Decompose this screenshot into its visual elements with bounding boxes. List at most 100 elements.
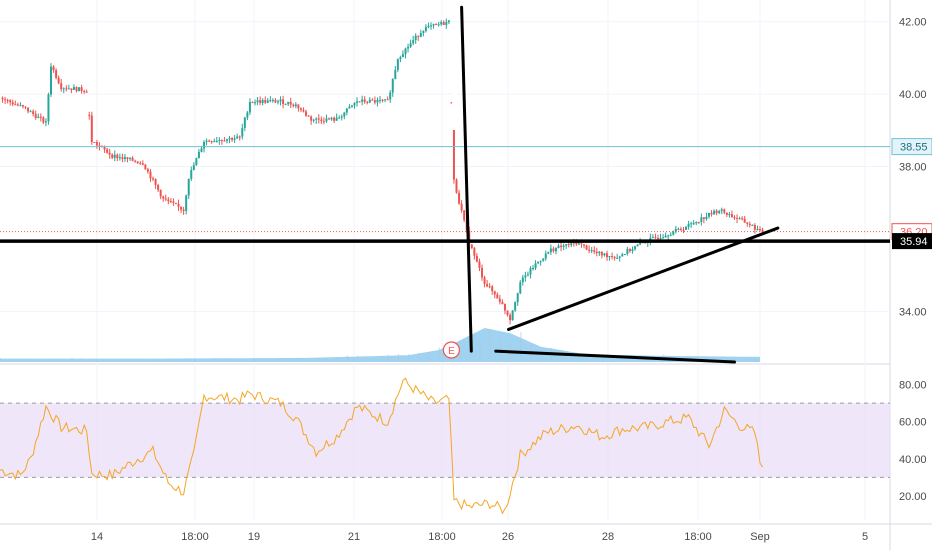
candle-body[interactable] (358, 101, 361, 103)
candle-body[interactable] (116, 154, 119, 159)
candle-body[interactable] (506, 310, 509, 315)
candle-body[interactable] (611, 255, 614, 257)
candle-body[interactable] (435, 24, 438, 26)
candle-body[interactable] (154, 179, 157, 185)
candle-body[interactable] (521, 277, 524, 283)
candle-body[interactable] (511, 310, 514, 321)
candle-body[interactable] (424, 27, 427, 32)
candle-body[interactable] (113, 154, 116, 158)
candle-body[interactable] (481, 267, 484, 278)
candle-body[interactable] (98, 145, 101, 147)
candle-body[interactable] (588, 249, 591, 251)
candle-body[interactable] (498, 298, 501, 302)
candle-body[interactable] (720, 209, 723, 211)
candle-body[interactable] (552, 248, 555, 252)
candle-body[interactable] (108, 152, 111, 155)
candle-body[interactable] (445, 22, 448, 25)
candle-body[interactable] (677, 228, 680, 230)
candle-body[interactable] (376, 99, 379, 103)
candle-body[interactable] (322, 121, 325, 123)
candle-body[interactable] (50, 66, 53, 95)
candle-body[interactable] (621, 254, 624, 257)
candle-body[interactable] (27, 107, 30, 112)
candle-body[interactable] (287, 101, 290, 104)
candle-body[interactable] (659, 237, 662, 239)
candle-body[interactable] (736, 217, 739, 219)
candle-body[interactable] (159, 189, 162, 197)
candle-body[interactable] (241, 127, 244, 137)
candle-body[interactable] (695, 221, 698, 224)
candle-body[interactable] (57, 77, 60, 84)
candle-body[interactable] (715, 210, 718, 214)
candle-body[interactable] (440, 22, 443, 25)
candle-body[interactable] (236, 136, 239, 139)
candle-body[interactable] (463, 210, 466, 221)
candle-body[interactable] (651, 237, 654, 239)
candle-body[interactable] (503, 304, 506, 311)
candle-body[interactable] (325, 118, 328, 122)
candle-body[interactable] (751, 224, 754, 226)
candle-body[interactable] (756, 228, 759, 230)
candle-body[interactable] (570, 242, 573, 246)
candle-body[interactable] (544, 253, 547, 259)
candle-body[interactable] (631, 249, 634, 252)
candle-body[interactable] (256, 100, 259, 103)
candle-body[interactable] (741, 218, 744, 220)
candle-body[interactable] (759, 228, 761, 230)
candle-body[interactable] (205, 140, 208, 143)
candle-body[interactable] (669, 234, 672, 236)
candle-body[interactable] (254, 102, 257, 104)
candle-body[interactable] (16, 104, 19, 106)
candle-body[interactable] (478, 261, 481, 268)
candle-body[interactable] (702, 217, 705, 219)
candle-body[interactable] (725, 212, 728, 215)
candle-body[interactable] (123, 157, 126, 159)
candle-body[interactable] (195, 158, 198, 166)
candle-body[interactable] (662, 237, 665, 239)
candle-body[interactable] (271, 99, 274, 101)
candle-body[interactable] (335, 117, 338, 121)
candle-body[interactable] (743, 218, 746, 223)
candle-body[interactable] (672, 231, 675, 235)
candle-body[interactable] (164, 198, 167, 200)
candle-body[interactable] (14, 104, 17, 106)
candle-body[interactable] (269, 100, 272, 102)
candle-body[interactable] (656, 238, 659, 240)
candle-body[interactable] (718, 210, 721, 214)
candle-body[interactable] (83, 90, 86, 92)
candle-body[interactable] (276, 101, 279, 103)
candle-body[interactable] (350, 105, 353, 107)
candle-body[interactable] (549, 248, 552, 253)
candle-body[interactable] (537, 261, 540, 264)
candle-body[interactable] (225, 139, 228, 141)
candle-body[interactable] (228, 137, 231, 140)
candle-body[interactable] (139, 163, 142, 165)
earnings-marker[interactable] (442, 341, 461, 359)
candle-body[interactable] (80, 87, 83, 91)
candle-body[interactable] (317, 118, 320, 120)
candle-body[interactable] (705, 216, 708, 219)
candle-body[interactable] (330, 117, 333, 120)
candle-body[interactable] (88, 114, 91, 116)
candle-body[interactable] (141, 163, 144, 165)
candle-body[interactable] (310, 116, 313, 121)
candle-body[interactable] (519, 282, 522, 294)
candle-body[interactable] (169, 201, 172, 203)
candle-body[interactable] (697, 221, 700, 223)
candle-body[interactable] (509, 314, 512, 321)
candle-body[interactable] (220, 140, 223, 142)
candle-body[interactable] (493, 291, 496, 295)
candle-body[interactable] (24, 106, 27, 108)
candle-body[interactable] (567, 244, 570, 246)
candle-body[interactable] (299, 108, 302, 110)
candle-body[interactable] (103, 146, 106, 150)
candle-body[interactable] (491, 286, 494, 292)
candle-body[interactable] (218, 140, 221, 142)
candle-body[interactable] (180, 206, 183, 210)
candle-body[interactable] (608, 255, 611, 258)
candle-body[interactable] (401, 54, 404, 58)
candle-body[interactable] (626, 249, 629, 255)
candle-body[interactable] (174, 202, 177, 204)
candle-body[interactable] (391, 79, 394, 93)
candle-body[interactable] (532, 268, 535, 270)
